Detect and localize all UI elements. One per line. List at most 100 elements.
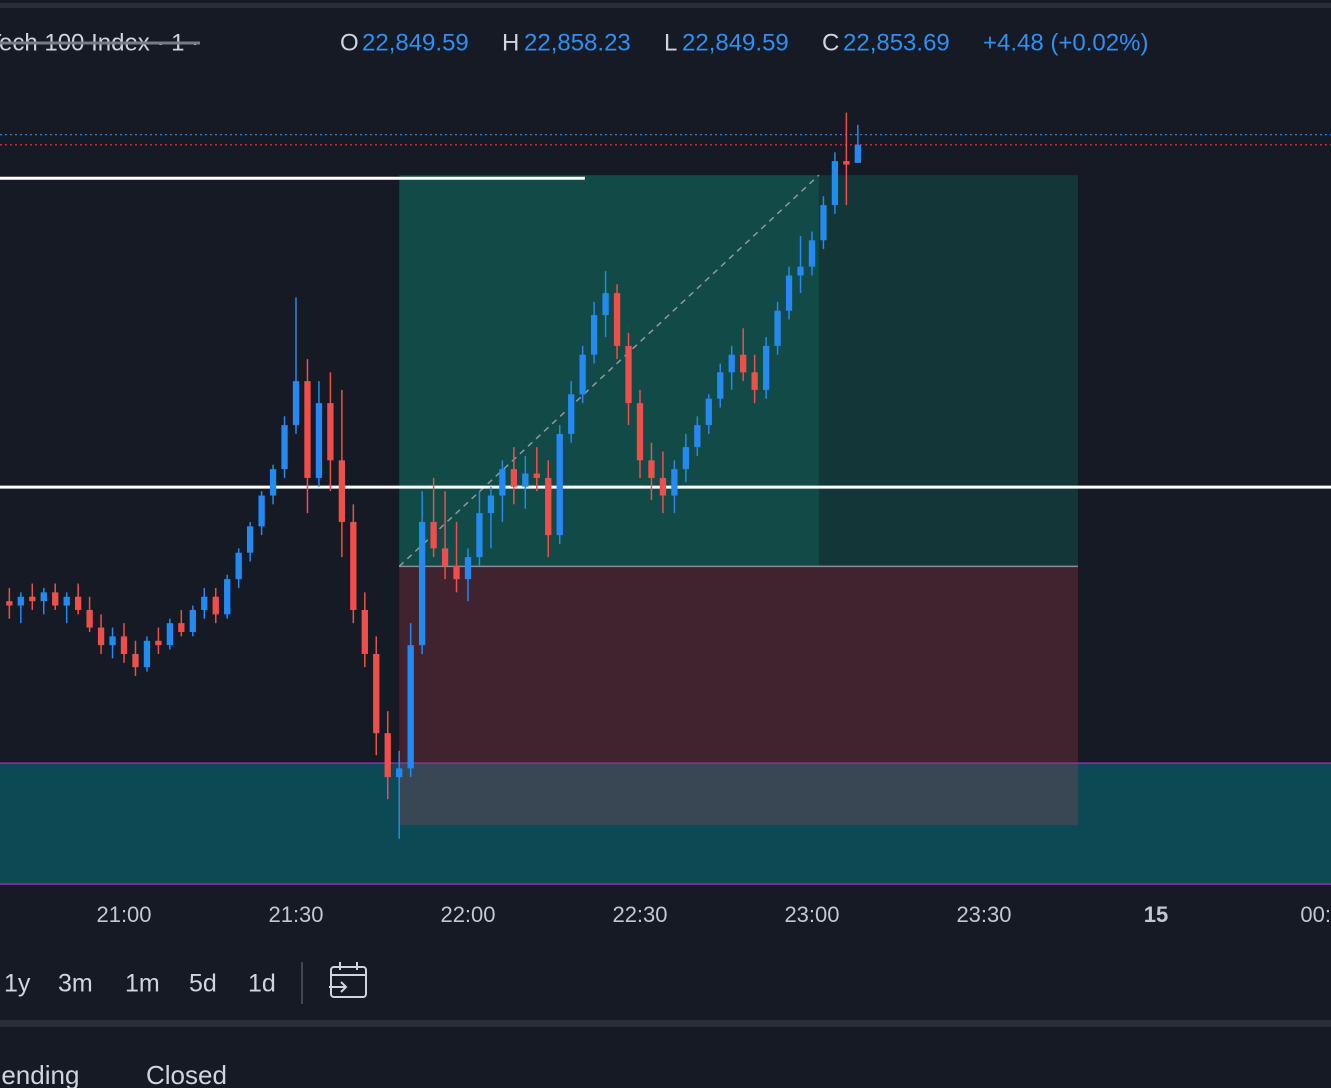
candle-body	[350, 521, 357, 610]
candle-body	[143, 640, 151, 668]
candle-body	[740, 354, 747, 373]
candle-body	[29, 596, 36, 602]
x-tick-label: 00:00	[1300, 902, 1331, 927]
calendar-frame	[330, 966, 367, 998]
ohlc-key: H	[502, 29, 519, 56]
range-button[interactable]: 3m	[58, 970, 93, 998]
candle-body	[97, 627, 105, 646]
tab[interactable]: Pending	[0, 1060, 79, 1088]
profit-zone	[399, 175, 1078, 567]
ohlc-change: +4.48 (+0.02%)	[983, 29, 1148, 56]
candle-body	[6, 601, 13, 606]
candle-body	[728, 354, 735, 373]
candle-body	[499, 469, 506, 496]
candle-body	[361, 609, 368, 654]
range-button[interactable]: 1d	[248, 970, 276, 998]
candle-body	[396, 768, 403, 778]
candle-body	[476, 513, 483, 558]
ohlc-key: C	[822, 29, 839, 56]
candle-body	[682, 447, 690, 470]
candle-body	[831, 161, 839, 206]
tab[interactable]: Closed	[146, 1060, 227, 1088]
candle-body	[464, 557, 472, 580]
candle-body	[808, 240, 816, 267]
candle-body	[453, 565, 460, 580]
range-button[interactable]: 1m	[125, 970, 160, 998]
candle-body	[694, 425, 701, 448]
candle-body	[636, 403, 644, 461]
candle-body	[258, 495, 265, 527]
candle-body	[579, 354, 586, 395]
candle-body	[235, 552, 242, 580]
top-border	[0, 3, 1331, 8]
candle-body	[510, 469, 518, 487]
x-tick-label: 21:30	[268, 902, 323, 927]
candle-body	[671, 469, 678, 496]
ohlc-key: L	[664, 29, 677, 56]
candle-body	[751, 372, 758, 390]
x-tick-label: 22:00	[440, 902, 495, 927]
candle-body	[178, 623, 185, 632]
candle-body	[52, 592, 59, 606]
candle-body	[120, 636, 128, 654]
candle-body	[820, 205, 827, 241]
candle-body	[224, 579, 231, 615]
candle-body	[74, 596, 82, 610]
candle-body	[17, 596, 24, 606]
candle-body	[407, 645, 414, 769]
plot-area	[0, 112, 1331, 885]
candle-body	[705, 398, 712, 426]
candle-body	[522, 473, 529, 487]
candle-body	[155, 640, 162, 646]
candle-body	[568, 394, 575, 434]
candle-body	[762, 345, 770, 390]
x-tick-label: 23:30	[956, 902, 1011, 927]
candle-body	[40, 592, 47, 602]
candle-body	[109, 636, 116, 646]
candle-body	[212, 596, 219, 615]
ohlc-value: 22,853.69	[843, 29, 950, 56]
panel-divider	[0, 1020, 1331, 1027]
candle-body	[86, 609, 93, 628]
candle-body	[648, 460, 655, 478]
range-button[interactable]: 1y	[4, 970, 31, 998]
candle-body	[441, 548, 449, 566]
candle-body	[774, 310, 781, 346]
candle-body	[384, 733, 391, 778]
ohlc-value: 22,858.23	[524, 29, 631, 56]
candle-body	[843, 161, 850, 165]
candle-body	[166, 623, 174, 646]
demand-zone	[0, 763, 1331, 885]
candle-body	[797, 266, 804, 276]
calendar-arrow	[329, 981, 348, 993]
candle-body	[717, 372, 724, 399]
candle-body	[338, 460, 346, 522]
candle-body	[613, 293, 621, 346]
candle-body	[430, 521, 437, 549]
candle-body	[854, 144, 861, 163]
x-tick-label: 23:00	[784, 902, 839, 927]
candle-body	[201, 596, 208, 610]
candle-body	[659, 477, 667, 496]
candle-body	[269, 469, 277, 496]
x-tick-label: 22:30	[612, 902, 667, 927]
ohlc-value: 22,849.59	[682, 29, 789, 56]
candle-body	[545, 477, 552, 536]
goto-date-icon[interactable]	[329, 962, 367, 998]
candle-body	[625, 345, 632, 404]
candle-body	[785, 275, 793, 311]
candle-body	[590, 315, 598, 355]
range-button[interactable]: 5d	[189, 970, 217, 998]
x-tick-label: 21:00	[96, 902, 151, 927]
range-toolbar: 1y 3m 1m 5d 1d	[4, 970, 276, 998]
progress-line	[398, 174, 820, 567]
candle-body	[281, 425, 288, 470]
time-axis: 21:00 21:30 22:00 22:30 23:00 23:30 15 00:00	[96, 902, 1331, 927]
candle-body	[292, 381, 300, 426]
candle-body	[418, 521, 426, 646]
candle-body	[189, 609, 196, 632]
loss-zone	[399, 566, 1078, 826]
